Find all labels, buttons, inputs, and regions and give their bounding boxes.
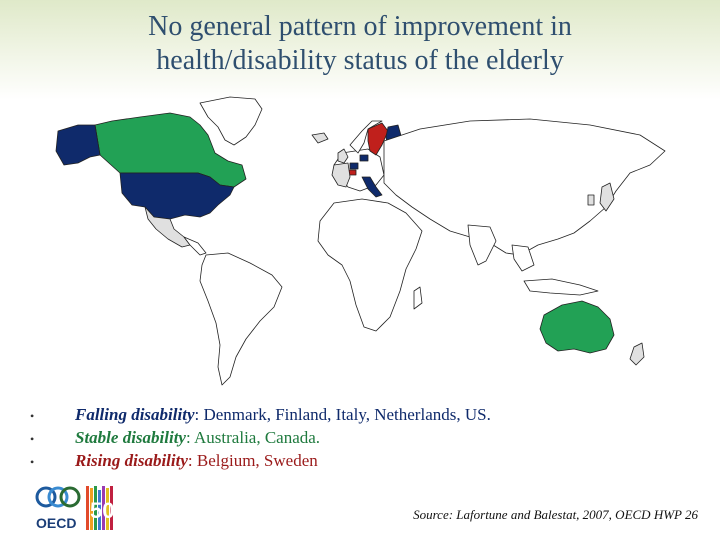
australia xyxy=(539,300,615,354)
africa xyxy=(317,198,423,332)
bullet-stable: • Stable disability: Australia, Canada. xyxy=(30,427,710,450)
new-zealand xyxy=(629,342,645,366)
denmark xyxy=(359,154,369,162)
rising-text: : Belgium, Sweden xyxy=(187,451,318,470)
legend-bullets: • Falling disability: Denmark, Finland, … xyxy=(30,404,710,473)
japan xyxy=(599,182,615,212)
norway xyxy=(349,120,383,154)
bullet-dot: • xyxy=(30,432,35,446)
bullet-falling: • Falling disability: Denmark, Finland, … xyxy=(30,404,710,427)
bullet-rising: • Rising disability: Belgium, Sweden xyxy=(30,450,710,473)
bullet-dot: • xyxy=(30,409,35,423)
title-line-1: No general pattern of improvement in xyxy=(148,11,572,42)
united-states xyxy=(119,172,235,220)
sweden xyxy=(367,122,389,156)
korea xyxy=(587,194,595,206)
netherlands xyxy=(349,162,359,170)
oecd-europe xyxy=(331,162,351,188)
falling-text: : Denmark, Finland, Italy, Netherlands, … xyxy=(194,405,491,424)
stable-text: : Australia, Canada. xyxy=(185,428,321,447)
stable-label: Stable disability xyxy=(75,428,186,447)
world-map xyxy=(55,96,666,386)
southeast-asia xyxy=(511,244,535,272)
india xyxy=(467,224,497,266)
central-america xyxy=(183,236,207,256)
bullet-dot: • xyxy=(30,455,35,469)
asia xyxy=(383,118,666,256)
south-america xyxy=(199,252,283,386)
logo-text: OECD xyxy=(36,515,76,531)
indonesia xyxy=(523,278,599,296)
slide-title: No general pattern of improvement in hea… xyxy=(60,10,660,78)
iceland xyxy=(311,132,329,144)
uk xyxy=(337,148,349,164)
title-line-2: health/disability status of the elderly xyxy=(156,45,564,76)
oecd-50-logo: OECD 50 xyxy=(35,486,114,531)
source-citation: Source: Lafortune and Balestat, 2007, OE… xyxy=(413,507,698,522)
italy xyxy=(361,176,383,198)
rising-label: Rising disability xyxy=(75,451,188,470)
falling-label: Falling disability xyxy=(75,405,195,424)
madagascar xyxy=(413,286,423,310)
greenland xyxy=(199,96,263,146)
alaska xyxy=(55,124,101,166)
header-band xyxy=(0,0,720,100)
logo-number: 50 xyxy=(90,498,114,523)
